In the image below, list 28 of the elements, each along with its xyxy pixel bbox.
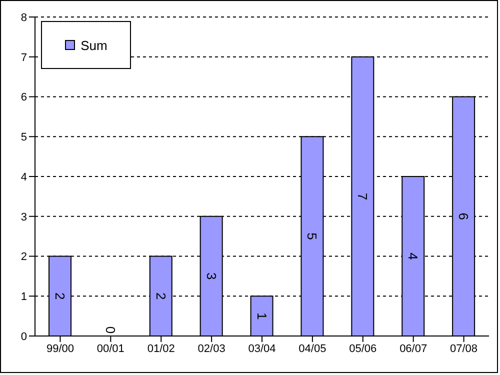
y-tick-label: 3 (20, 211, 27, 224)
y-tick-label: 2 (20, 251, 27, 264)
x-tick-label: 04/05 (298, 342, 326, 355)
y-tick-label: 5 (20, 132, 27, 144)
x-tick-label: 06/07 (400, 342, 428, 355)
data-label: 4 (406, 252, 421, 260)
data-label: 6 (456, 212, 472, 220)
data-label: 2 (153, 292, 168, 300)
data-label: 5 (304, 232, 320, 240)
data-label: 1 (254, 312, 270, 320)
x-tick-label: 02/03 (198, 342, 226, 355)
data-label: 2 (52, 292, 68, 300)
y-tick-label: 4 (20, 171, 27, 184)
y-tick-label: 1 (20, 291, 27, 304)
data-label: 7 (355, 192, 370, 200)
x-tick-label: 99/00 (46, 342, 74, 355)
legend-label: Sum (80, 38, 108, 52)
y-tick-label: 0 (20, 330, 27, 343)
y-tick-label: 8 (20, 12, 27, 24)
data-label: 0 (102, 326, 118, 334)
x-tick-label: 05/06 (349, 342, 377, 355)
x-tick-label: 07/08 (450, 342, 478, 355)
x-tick-label: 03/04 (248, 342, 276, 355)
x-tick-label: 00/01 (96, 342, 124, 355)
data-label: 3 (204, 272, 219, 280)
x-tick-label: 01/02 (147, 342, 175, 355)
y-tick-label: 7 (20, 52, 27, 64)
y-tick-label: 6 (20, 92, 27, 104)
